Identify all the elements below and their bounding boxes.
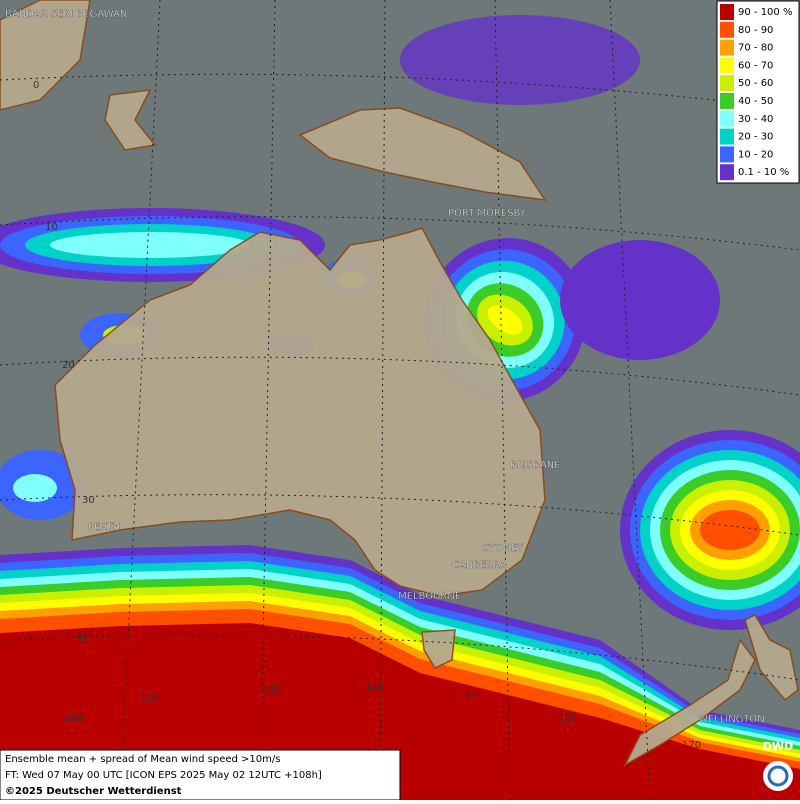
labels: BANDAR SERI BEGAWAN PORT MORESBY BRISBANE P… [5,9,765,751]
grid-line [609,0,651,801]
footer-line: Ensemble mean + spread of Mean wind spee… [5,754,280,765]
legend-swatch [720,4,734,20]
legend-swatch [720,146,734,163]
weather-layer [0,15,800,800]
legend-swatch [720,110,734,127]
wind-blob [13,474,57,502]
legend-swatch [720,39,734,56]
legend-swatch [720,128,734,145]
lon-label: 130 [262,685,281,696]
place-label: MELBOURNE [398,591,461,602]
footer-line: FT: Wed 07 May 00 UTC [ICON EPS 2025 May… [5,770,322,781]
logo-swirl [767,765,789,787]
lon-label: 160 [558,713,577,724]
logo: DWD [763,740,793,791]
lon-label: 120 [140,693,159,704]
place-label: BRISBANE [510,460,561,471]
sulawesi [104,89,157,151]
wind-blob [487,305,523,335]
australia [54,227,546,597]
place-label: PORT MORESBY [448,208,527,219]
legend-swatch [720,164,734,181]
grid-line [0,494,800,536]
lat-label: 40 [76,633,89,644]
logo-text: DWD [763,740,793,753]
legend-label: 0.1 - 10 % [738,167,789,178]
legend-label: 80 - 90 [738,25,773,36]
grid-line [379,0,386,801]
grid-line [119,0,161,801]
grid-line [0,73,800,111]
lat-label: 20 [62,360,75,371]
place-label: BANDAR SERI BEGAWAN [5,9,127,20]
lat-label: 10 [45,222,58,233]
place-label: WELLINGTON [698,714,765,725]
grid-line [259,0,276,801]
legend-label: 60 - 70 [738,60,773,71]
lon-label: 150 [458,690,477,701]
legend-label: 90 - 100 % [738,7,792,18]
borneo [0,0,91,111]
place-label: SYDNEY [483,543,524,554]
legend-label: 20 - 30 [738,132,773,143]
legend: 90 - 100 % 80 - 90 70 - 80 60 - 70 50 - 60 40… [716,0,800,184]
legend-label: 40 - 50 [738,96,773,107]
lon-label: 170 [682,740,701,751]
lon-label: 140 [365,683,384,694]
legend-swatch [720,93,734,109]
lat-label: 30 [82,495,95,506]
logo-icon [763,761,793,791]
wind-blob [560,240,720,360]
wind-blob [400,15,640,105]
footer-box [0,749,401,801]
grid-line [0,216,800,251]
legend-label: 50 - 60 [738,78,773,89]
wind-blob [50,232,250,258]
land [0,0,799,767]
legend-swatch [720,21,734,38]
lon-label: 110 [65,713,84,724]
legend-swatch [720,57,734,74]
footer-line: ©2025 Deutscher Wetterdienst [5,786,182,797]
nz-south [623,638,756,767]
legend-label: 30 - 40 [738,114,773,125]
legend-swatch [720,75,734,92]
new-guinea [298,107,547,201]
tasmania [421,629,456,669]
grid-line [0,634,800,681]
grid-line [0,356,800,396]
legend-label: 10 - 20 [738,149,773,160]
place-label: PERTH [88,522,120,533]
nz-north [744,614,799,702]
wind-blob [700,510,760,550]
place-label: CANBERRA [452,560,507,571]
grid-line [494,0,511,801]
lat-label: 0 [33,80,39,91]
footer: Ensemble mean + spread of Mean wind spee… [0,749,401,801]
legend-label: 70 - 80 [738,43,773,54]
